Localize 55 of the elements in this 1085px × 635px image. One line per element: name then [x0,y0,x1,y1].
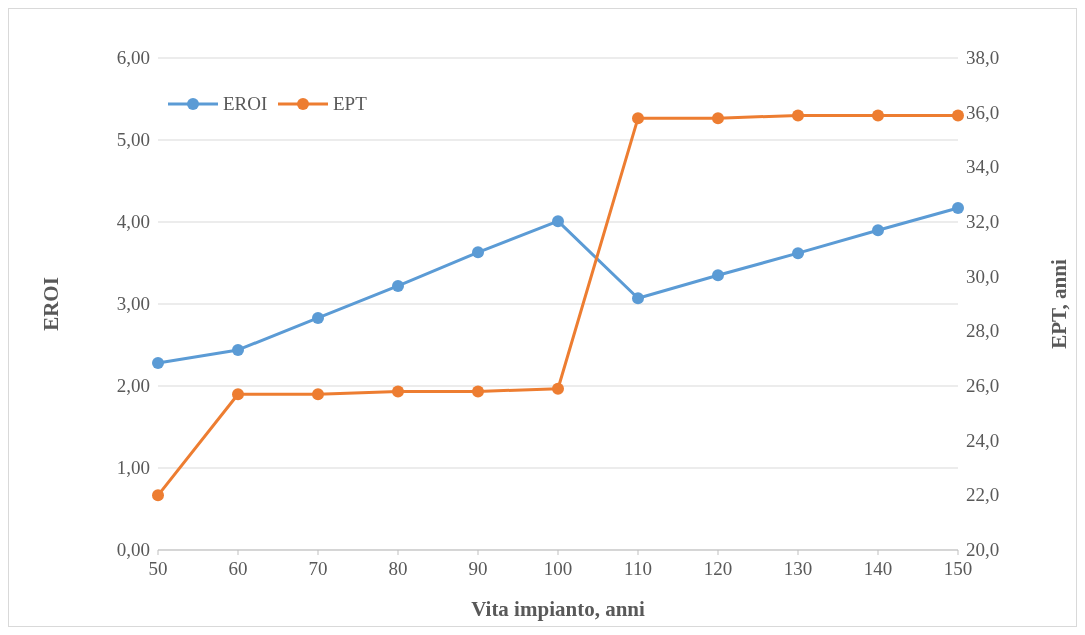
point [872,109,884,122]
x-tick-label: 100 [543,558,573,579]
y2-tick-label: 22,0 [966,484,1000,506]
point [152,357,164,370]
x-tick-label: 120 [703,558,733,579]
point [312,388,324,401]
y2-tick-label: 30,0 [966,265,1000,287]
y-tick-label: 5,00 [116,129,150,150]
x-tick-label: 90 [468,558,488,579]
point [232,388,244,401]
point [392,279,404,292]
y-tick-label: 4,00 [116,211,150,232]
legend-label: EROI [223,93,268,114]
y2-tick-label: 32,0 [966,211,1000,232]
point [312,311,324,324]
x-tick-label: 50 [148,558,168,579]
point [712,112,724,125]
y2-axis-title: EPT, anni [1047,259,1071,349]
y2-tick-label: 36,0 [966,101,1000,123]
point [552,215,564,228]
x-tick-label: 140 [863,558,893,579]
x-tick-label: 110 [624,558,652,579]
x-axis-title: Vita impianto, anni [471,597,645,621]
point [552,382,564,395]
x-tick-label: 130 [783,558,813,579]
y2-tick-label: 28,0 [966,320,1000,342]
point [872,224,884,237]
point [472,385,484,398]
y-tick-label: 2,00 [116,375,150,396]
x-tick-label: 60 [228,558,248,579]
point [952,202,964,215]
y-axis-title: EROI [39,277,63,331]
y-tick-label: 6,00 [116,47,150,68]
point [472,246,484,259]
y-tick-label: 1,00 [116,457,150,478]
point [792,247,804,260]
legend-label: EPT [333,93,368,114]
point [392,385,404,398]
point [952,109,964,122]
y-tick-label: 3,00 [116,293,150,314]
point [712,269,724,282]
point [632,112,644,125]
y2-tick-label: 26,0 [966,375,1000,396]
y2-tick-label: 20,0 [966,539,1000,560]
y-tick-label: 0,00 [116,539,150,560]
y2-tick-label: 34,0 [966,156,1000,178]
point [152,489,164,502]
x-tick-label: 80 [388,558,408,579]
x-tick-label: 70 [308,558,328,579]
y2-tick-label: 38,0 [966,47,1000,68]
x-tick-label: 150 [943,558,973,579]
point [232,343,244,356]
y2-tick-label: 24,0 [966,429,1000,451]
point [792,109,804,122]
point [632,292,644,305]
